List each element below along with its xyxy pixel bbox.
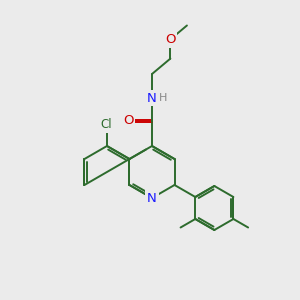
Text: Cl: Cl — [100, 118, 112, 131]
Text: H: H — [159, 93, 167, 103]
Text: O: O — [165, 33, 175, 46]
Text: O: O — [123, 115, 134, 128]
Text: N: N — [147, 191, 157, 205]
Text: N: N — [147, 92, 157, 104]
